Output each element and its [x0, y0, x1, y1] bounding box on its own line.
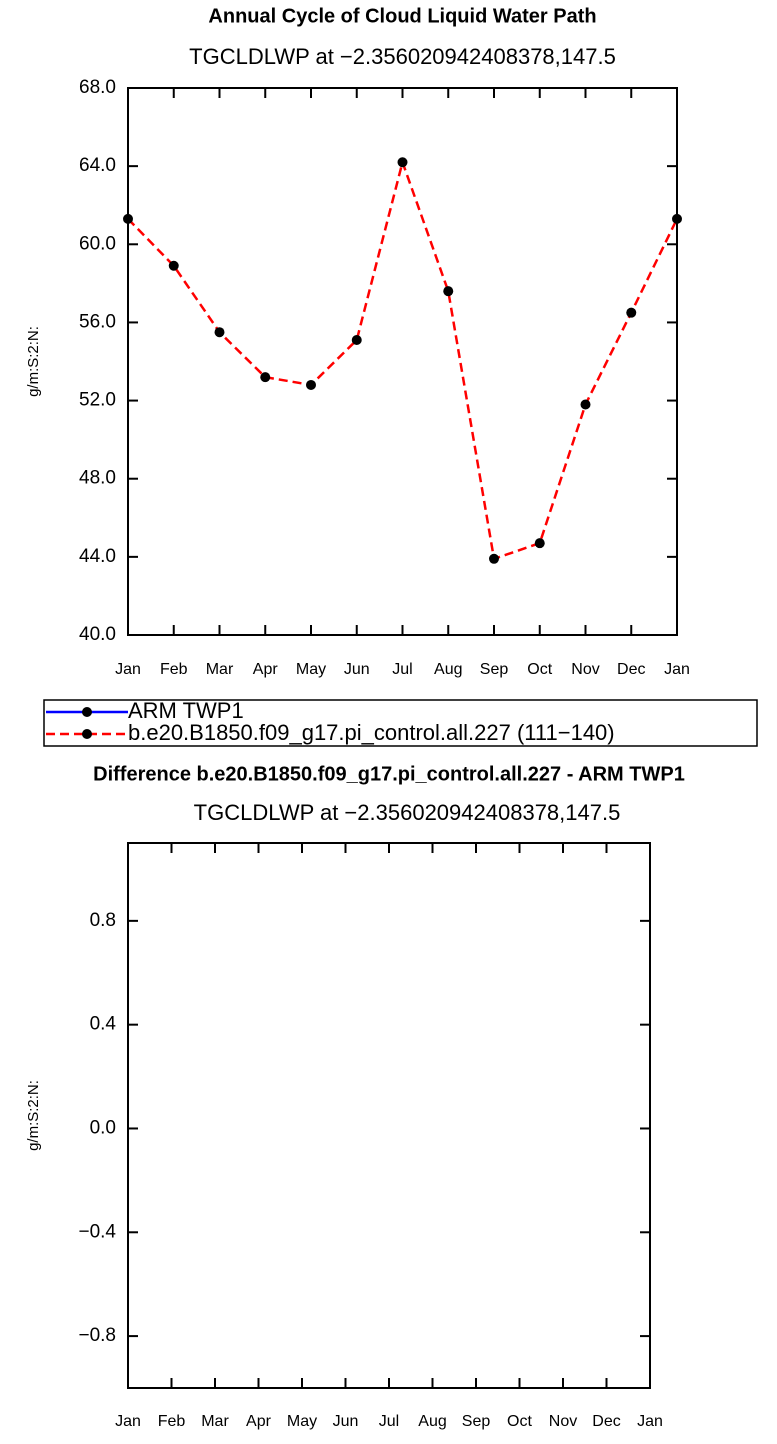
- y-tick-label: 0.8: [90, 910, 116, 931]
- legend-marker: [82, 729, 92, 739]
- y-tick-label: 68.0: [79, 77, 116, 98]
- x-tick-label: Jan: [115, 661, 141, 678]
- x-tick-label: Nov: [571, 661, 599, 678]
- data-point: [214, 327, 225, 338]
- y-tick-label: 48.0: [79, 468, 116, 489]
- data-point: [397, 157, 408, 168]
- y-tick-label: −0.8: [78, 1325, 116, 1346]
- data-point: [168, 260, 179, 271]
- x-tick-label: Nov: [549, 1413, 577, 1430]
- x-tick-label: May: [287, 1413, 317, 1430]
- x-tick-label: Jul: [379, 1413, 399, 1430]
- data-point: [123, 213, 133, 224]
- x-tick-label: Sep: [462, 1413, 491, 1430]
- x-tick-label: Jan: [664, 661, 690, 678]
- legend-label: b.e20.B1850.f09_g17.pi_control.all.227 (…: [128, 720, 615, 745]
- x-tick-label: May: [296, 661, 326, 678]
- y-tick-label: 40.0: [79, 624, 116, 645]
- y-tick-label: 60.0: [79, 233, 116, 254]
- data-point: [443, 286, 454, 297]
- legend-marker: [82, 707, 92, 717]
- data-point: [306, 379, 316, 390]
- plot-frame: [127, 87, 678, 636]
- chart-title: Annual Cycle of Cloud Liquid Water Path: [208, 5, 596, 27]
- x-tick-label: Mar: [206, 661, 234, 678]
- x-tick-label: Jan: [115, 1413, 141, 1430]
- data-point: [534, 538, 545, 549]
- x-tick-label: Jun: [333, 1413, 359, 1430]
- x-tick-label: Apr: [246, 1413, 272, 1430]
- x-tick-label: Feb: [160, 661, 188, 678]
- x-tick-label: Apr: [253, 661, 279, 678]
- x-tick-label: Jan: [637, 1413, 663, 1430]
- x-tick-label: Oct: [527, 661, 552, 678]
- y-tick-label: 56.0: [79, 311, 116, 332]
- x-tick-label: Aug: [418, 1413, 446, 1430]
- y-tick-label: 52.0: [79, 390, 116, 411]
- data-point: [580, 399, 591, 410]
- chart-subtitle: TGCLDLWP at −2.356020942408378,147.5: [194, 800, 621, 825]
- x-tick-label: Aug: [434, 661, 462, 678]
- chart-subtitle: TGCLDLWP at −2.356020942408378,147.5: [189, 44, 616, 69]
- x-tick-label: Feb: [158, 1413, 186, 1430]
- x-tick-label: Jun: [344, 661, 370, 678]
- y-tick-label: 64.0: [79, 155, 116, 176]
- chart-title: Difference b.e20.B1850.f09_g17.pi_contro…: [93, 763, 685, 785]
- x-tick-label: Jul: [392, 661, 412, 678]
- data-point: [260, 372, 271, 383]
- x-tick-label: Sep: [480, 661, 509, 678]
- y-tick-label: −0.4: [78, 1221, 116, 1242]
- y-axis-label: g/m:S:2:N:: [25, 326, 42, 397]
- x-tick-label: Dec: [617, 661, 645, 678]
- legend-box: [43, 699, 758, 747]
- data-point: [672, 213, 682, 224]
- x-tick-label: Oct: [507, 1413, 532, 1430]
- y-axis-label: g/m:S:2:N:: [25, 1080, 42, 1151]
- y-tick-label: 0.4: [90, 1014, 117, 1035]
- x-tick-label: Dec: [592, 1413, 620, 1430]
- y-tick-label: 44.0: [79, 546, 116, 567]
- plot-frame: [127, 842, 651, 1389]
- x-tick-label: Mar: [201, 1413, 229, 1430]
- data-point: [351, 335, 362, 346]
- legend-label: ARM TWP1: [128, 698, 244, 723]
- data-point: [626, 307, 637, 318]
- series-line: [127, 157, 679, 561]
- y-tick-label: 0.0: [90, 1117, 116, 1138]
- data-point: [489, 553, 499, 564]
